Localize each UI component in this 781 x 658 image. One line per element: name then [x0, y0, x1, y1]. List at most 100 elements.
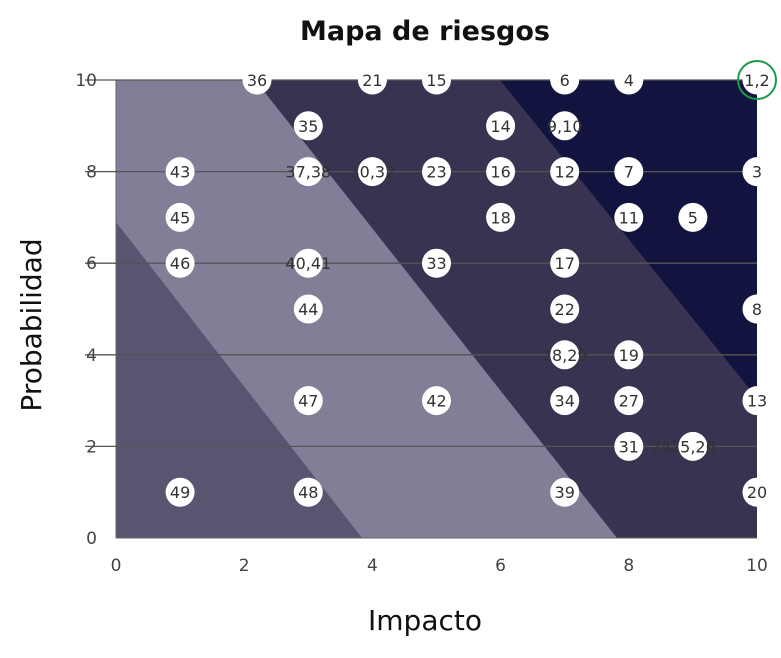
risk-label: 39	[555, 483, 575, 502]
risk-marker	[550, 477, 580, 507]
risk-point: 33	[422, 248, 451, 278]
risk-marker	[614, 157, 644, 187]
risk-point: 8	[742, 294, 772, 324]
x-axis-title: Impacto	[368, 604, 482, 637]
risk-marker	[242, 65, 272, 95]
risk-point: 36	[242, 65, 272, 95]
risk-marker	[742, 65, 772, 95]
risk-marker	[165, 202, 195, 232]
risk-marker	[293, 111, 323, 141]
risk-point: 15	[422, 65, 451, 95]
risk-label: 11	[619, 208, 639, 227]
x-tick-label: 0	[111, 556, 122, 576]
y-tick-label: 0	[86, 529, 97, 549]
risk-label: 47	[298, 392, 318, 411]
risk-marker	[614, 386, 644, 416]
risk-marker	[486, 111, 516, 141]
risk-point: 20	[742, 477, 772, 507]
risk-label: 9,10	[547, 117, 583, 136]
risk-label: 3	[752, 163, 762, 182]
highlight-ring	[737, 60, 777, 100]
risk-label: 6	[560, 71, 570, 90]
risk-point: 16	[486, 157, 516, 187]
x-tick-label: 6	[495, 556, 506, 576]
y-tick-label: 10	[75, 71, 97, 91]
risk-marker	[422, 248, 451, 278]
risk-label: 14	[490, 117, 510, 136]
risk-marker	[550, 340, 580, 370]
y-tick-label: 8	[86, 163, 97, 183]
risk-point: 6	[550, 65, 580, 95]
risk-label: 16	[490, 163, 510, 182]
risk-point: 48	[293, 477, 323, 507]
risk-marker	[357, 65, 387, 95]
risk-point: 14	[486, 111, 516, 141]
risk-label: 24	[651, 437, 671, 456]
y-tick-label: 6	[86, 254, 97, 274]
risk-label: 22	[555, 300, 575, 319]
risk-marker	[357, 157, 387, 187]
risk-marker	[422, 65, 451, 95]
risk-marker	[422, 157, 451, 187]
risk-point: 27	[614, 386, 644, 416]
risk-point: 4	[614, 65, 644, 95]
risk-point: 42	[422, 386, 451, 416]
risk-point: 13	[742, 386, 772, 416]
risk-point: 47	[293, 386, 323, 416]
risk-point: 49	[165, 477, 195, 507]
risk-point: 9,10	[547, 111, 583, 141]
risk-point: 44	[293, 294, 323, 324]
risk-label: 19	[619, 346, 639, 365]
risk-marker	[550, 111, 580, 141]
risk-marker	[293, 294, 323, 324]
risk-marker	[550, 294, 580, 324]
risk-marker	[293, 248, 323, 278]
risk-marker	[614, 431, 644, 461]
risk-label: 1,2	[744, 71, 769, 90]
risk-label: 33	[426, 254, 446, 273]
risk-marker	[678, 431, 708, 461]
risk-label: 15	[426, 71, 446, 90]
y-axis-title: Probabilidad	[15, 238, 48, 411]
risk-label: 34	[555, 392, 575, 411]
risk-label: 13	[747, 392, 767, 411]
risk-marker	[742, 157, 772, 187]
risk-label: 28,29	[542, 346, 588, 365]
risk-marker	[614, 340, 644, 370]
risk-point: 7	[614, 157, 644, 187]
risk-marker	[165, 157, 195, 187]
risk-label: 35	[298, 117, 318, 136]
risk-label: 18	[490, 208, 510, 227]
risk-marker	[422, 386, 451, 416]
risk-marker	[486, 202, 516, 232]
risk-label: 31	[619, 437, 639, 456]
risk-point: 18	[486, 202, 516, 232]
risk-point: 40,41	[285, 248, 331, 278]
risk-label: 25,26	[670, 437, 716, 456]
risk-label: 42	[426, 392, 446, 411]
risk-point: 43	[165, 157, 195, 187]
risk-point: 28,29	[542, 340, 588, 370]
x-tick-label: 2	[239, 556, 250, 576]
risk-label: 8	[752, 300, 762, 319]
risk-point: 46	[165, 248, 195, 278]
risk-label: 20	[747, 483, 767, 502]
risk-label: 23	[426, 163, 446, 182]
risk-point: 37,38	[285, 157, 331, 187]
risk-point: 3	[742, 157, 772, 187]
risk-label: 27	[619, 392, 639, 411]
chart-title: Mapa de riesgos	[300, 16, 550, 47]
risk-point: 31	[614, 431, 644, 461]
risk-marker	[742, 294, 772, 324]
risk-label: 40,41	[285, 254, 331, 273]
risk-point: 11	[614, 202, 644, 232]
risk-marker	[293, 477, 323, 507]
risk-point: 35	[293, 111, 323, 141]
risk-label: 30,32	[349, 163, 395, 182]
risk-marker	[293, 157, 323, 187]
risk-marker	[486, 157, 516, 187]
x-tick-label: 4	[367, 556, 378, 576]
risk-marker	[614, 65, 644, 95]
